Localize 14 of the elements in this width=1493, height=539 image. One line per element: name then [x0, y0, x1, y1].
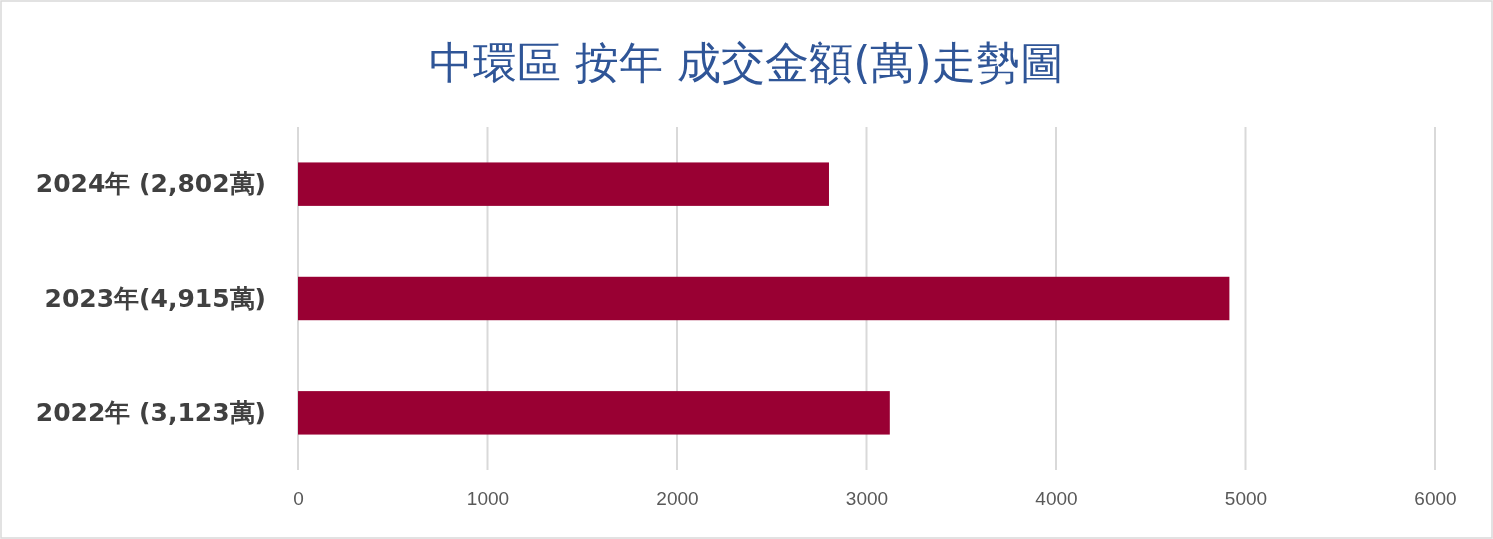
chart-title: 中環區 按年 成交金額(萬)走勢圖	[429, 37, 1064, 88]
y-tick-label: 2023年(4,915萬)	[44, 283, 266, 313]
x-tick-label: 3000	[845, 488, 889, 510]
x-tick-label: 1000	[466, 488, 510, 510]
x-tick-label: 5000	[1224, 488, 1268, 510]
y-tick-label: 2024年 (2,802萬)	[35, 169, 266, 199]
x-tick-label: 4000	[1035, 488, 1078, 510]
bar	[298, 162, 829, 206]
y-tick-label: 2022年 (3,123萬)	[35, 397, 266, 427]
x-tick-label: 6000	[1414, 488, 1457, 510]
x-tick-label: 2000	[656, 488, 699, 510]
x-tick-label: 0	[293, 488, 304, 510]
bar	[298, 391, 890, 435]
bar	[298, 276, 1230, 321]
